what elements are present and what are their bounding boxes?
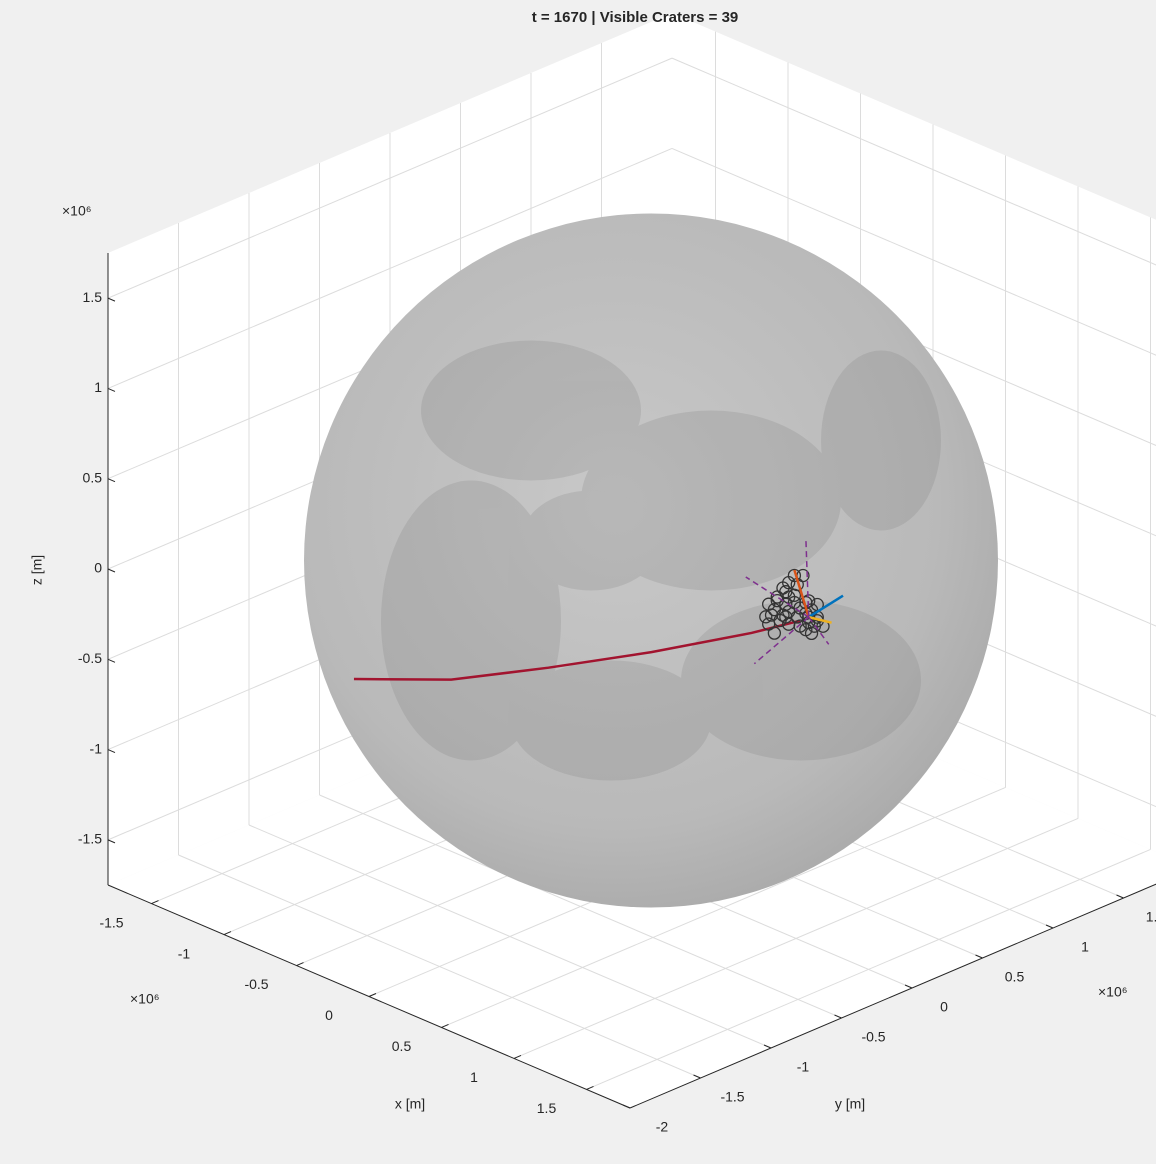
z-tick	[107, 297, 116, 302]
mare	[511, 660, 711, 781]
z-tick-label: -0.5	[78, 650, 102, 666]
grid-line	[107, 57, 673, 299]
x-tick	[441, 1024, 449, 1028]
plot-marks	[353, 537, 844, 681]
y-tick	[975, 954, 983, 959]
mare	[681, 600, 921, 761]
mare	[581, 410, 841, 591]
crater	[793, 619, 807, 633]
crater	[779, 610, 793, 624]
y-exponent: ×10⁶	[1098, 984, 1128, 1000]
y-tick-label: -0.5	[861, 1029, 885, 1045]
x-tick-label: -1	[178, 945, 191, 961]
grid-line	[671, 57, 1156, 266]
grid-line	[178, 854, 701, 1079]
z-tick-label: 1	[94, 379, 102, 395]
fov-line	[808, 616, 830, 645]
y-tick-label: 1	[1081, 939, 1089, 955]
crater	[776, 581, 790, 595]
x-tick	[368, 993, 377, 997]
mare	[521, 490, 661, 591]
x-tick	[223, 931, 232, 936]
z-tick-label: 0	[94, 560, 102, 576]
x-tick-label: 1.5	[537, 1100, 557, 1116]
x-tick-label: -0.5	[244, 976, 268, 992]
y-tick-label: -2	[656, 1119, 669, 1135]
moon-disc	[304, 213, 998, 908]
z-axis-label: z [m]	[29, 555, 45, 585]
x-tick-label: -1.5	[99, 914, 123, 930]
x-tick	[296, 962, 304, 966]
y-tick-label: 0.5	[1005, 969, 1025, 985]
y-tick-label: 1.5	[1146, 909, 1156, 925]
crater	[767, 626, 782, 640]
grid-line	[319, 794, 842, 1019]
trajectory-line	[353, 619, 801, 681]
crater	[759, 610, 773, 624]
y-tick	[834, 1014, 842, 1019]
z-tick-label: -1.5	[78, 831, 102, 847]
mare	[821, 350, 941, 531]
fov-line	[805, 537, 810, 618]
y-tick-label: 0	[940, 999, 948, 1015]
y-tick	[693, 1074, 701, 1079]
z-tick	[107, 568, 116, 573]
chart-title: t = 1670 | Visible Craters = 39	[532, 9, 739, 26]
z-exponent: ×10⁶	[62, 203, 92, 219]
z-tick-label: 1.5	[83, 289, 103, 305]
z-tick	[107, 839, 116, 844]
trajectory-line	[808, 615, 832, 624]
trajectory-line	[808, 594, 844, 619]
z-tick-label: 0.5	[83, 469, 103, 485]
crater	[764, 608, 779, 622]
z-tick	[107, 478, 116, 483]
z-tick	[107, 749, 116, 754]
grid-line	[107, 147, 673, 389]
crater	[787, 588, 802, 602]
x-tick-label: 0.5	[392, 1038, 412, 1054]
y-axis-label: y [m]	[835, 1096, 865, 1112]
y-tick	[622, 1104, 631, 1109]
grid-line	[671, 147, 1156, 356]
z-tick	[107, 658, 116, 663]
moon	[304, 213, 998, 908]
y-tick	[1045, 924, 1054, 929]
fov-line	[753, 616, 810, 665]
z-tick-label: -1	[90, 740, 103, 756]
trajectory-line	[793, 569, 810, 618]
moon-maria	[381, 340, 941, 781]
x-axis-label: x [m]	[395, 1096, 425, 1112]
x-tick	[151, 900, 159, 905]
fov-line	[745, 576, 810, 618]
y-tick	[763, 1044, 772, 1049]
mare	[421, 340, 641, 481]
y-tick	[1116, 894, 1124, 899]
y-tick	[904, 984, 913, 989]
x-tick-label: 0	[325, 1007, 333, 1023]
crater	[804, 626, 819, 641]
grid-line	[248, 824, 772, 1049]
x-tick-label: 1	[470, 1069, 478, 1085]
y-tick-label: -1	[797, 1059, 810, 1075]
x-tick	[586, 1085, 594, 1090]
crater	[787, 595, 802, 610]
x-exponent: ×10⁶	[130, 991, 160, 1007]
x-tick	[513, 1054, 522, 1059]
y-tick-label: -1.5	[720, 1089, 744, 1105]
z-tick	[107, 387, 116, 392]
mare	[381, 480, 561, 761]
